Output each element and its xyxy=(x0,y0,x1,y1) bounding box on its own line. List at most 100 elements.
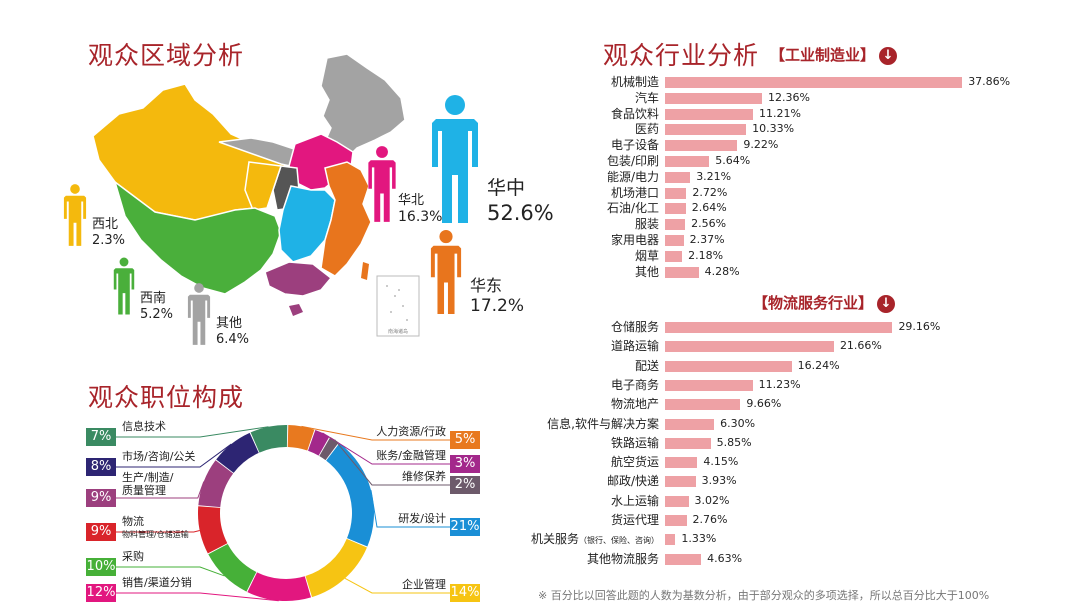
bar-value-label: 12.36% xyxy=(768,90,810,104)
bar xyxy=(665,156,710,167)
logistics-subtitle: 【物流服务行业】 ↓ xyxy=(753,292,896,313)
bar-category-label: 石油/化工 xyxy=(606,201,659,216)
map-region-northeast xyxy=(320,53,406,159)
bar xyxy=(665,250,683,262)
donut-category-label: 研发/设计 xyxy=(398,512,446,525)
bar-category-label: 信息,软件与解决方案 xyxy=(547,416,659,431)
donut-slice xyxy=(326,443,374,547)
bar-value-label: 1.33% xyxy=(681,532,717,546)
bar-category-label: 家用电器 xyxy=(610,233,659,247)
bar xyxy=(665,457,698,469)
donut-pct-badge: 12% xyxy=(86,584,116,602)
donut-category-label: 企业管理 xyxy=(402,578,446,591)
bar-value-label: 2.56% xyxy=(691,217,727,231)
donut-pct-badge: 10% xyxy=(86,558,116,576)
donut-label-line: 账务/金融管理 xyxy=(376,449,446,462)
bar-category-label: 机械制造 xyxy=(610,75,659,89)
donut-label-line: 人力资源/行政 xyxy=(376,425,446,438)
bar-category-label: 机场港口 xyxy=(610,185,659,200)
bar-category-note: （银行、保险、咨询） xyxy=(579,536,659,546)
donut-category-label: 物流 物料管理/仓储运输 xyxy=(122,515,189,541)
south-sea-islands xyxy=(386,285,408,321)
donut-pct-badge: 7% xyxy=(86,428,116,446)
donut-leader-line xyxy=(334,439,450,486)
bar xyxy=(665,553,702,565)
bar xyxy=(665,399,741,411)
donut-leader-line xyxy=(322,432,450,465)
bar-value-label: 2.37% xyxy=(689,233,725,246)
bar xyxy=(665,92,763,104)
map-region-hainan xyxy=(289,304,303,316)
bar xyxy=(665,437,711,449)
map-region-east xyxy=(320,161,372,277)
donut-slice xyxy=(216,432,259,473)
bar xyxy=(665,140,738,152)
manufacturing-subtitle: 【工业制造业】 ↓ xyxy=(770,44,898,65)
bar xyxy=(665,266,699,278)
bar-category-label: 烟草 xyxy=(634,248,659,263)
bar-value-label: 9.66% xyxy=(746,397,782,411)
region-label-huabei: 华北 16.3% xyxy=(398,193,442,225)
region-value: 52.6% xyxy=(487,201,554,225)
bar-category-label: 服装 xyxy=(634,217,659,232)
bar-category-label: 机关服务（银行、保险、咨询） xyxy=(459,531,659,549)
bar xyxy=(665,77,963,88)
bar xyxy=(665,379,753,391)
region-label-other: 其他 6.4% xyxy=(216,316,249,348)
donut-label-line: 销售/渠道分销 xyxy=(122,576,192,589)
bar-category-label: 仓储服务 xyxy=(610,320,659,334)
bar-category-label: 电子商务 xyxy=(610,377,659,392)
bar xyxy=(665,515,687,526)
donut-category-label: 采购 xyxy=(122,550,144,563)
region-name: 华东 xyxy=(470,276,503,295)
region-name: 西北 xyxy=(92,217,119,232)
china-map: 南海诸岛 xyxy=(92,53,420,337)
region-name: 华北 xyxy=(398,193,425,208)
south-sea-label: 南海诸岛 xyxy=(388,328,408,335)
donut-category-label: 销售/渠道分销 xyxy=(122,576,192,589)
bar-category-label: 包装/印刷 xyxy=(606,154,659,168)
bar-value-label: 21.66% xyxy=(839,339,882,353)
donut-pct-badge: 8% xyxy=(86,458,116,476)
bar-value-label: 5.64% xyxy=(715,154,751,167)
donut-label-line: 质量管理 xyxy=(122,484,166,497)
donut-leader-line xyxy=(116,529,200,533)
industry-title: 观众行业分析 xyxy=(603,41,760,70)
bar xyxy=(665,495,689,507)
person-icon-huabei xyxy=(368,146,396,222)
region-label-huazhong: 华中 52.6% xyxy=(487,176,554,226)
donut-slice xyxy=(305,538,367,598)
footnote: ※ 百分比以回答此题的人数为基数分析，由于部分观众的多项选择，所以总百分比大于1… xyxy=(538,589,990,602)
donut-slice xyxy=(308,430,330,456)
donut-label-line: 信息技术 xyxy=(122,420,166,433)
person-icon-huazhong xyxy=(432,95,478,223)
donut-leader-line xyxy=(301,425,450,441)
donut-slice xyxy=(208,543,257,592)
donut-slice xyxy=(287,425,315,451)
bar-category-label: 物流地产 xyxy=(610,397,659,412)
donut-pct-badge: 3% xyxy=(450,455,480,473)
position-title: 观众职位构成 xyxy=(88,383,245,412)
bar xyxy=(665,219,686,231)
bar-category-label: 电子设备 xyxy=(610,138,659,153)
donut-slice xyxy=(198,460,234,508)
donut-leader-line xyxy=(116,566,225,577)
donut-leader-line xyxy=(116,592,279,602)
bar-category-label: 医药 xyxy=(634,122,659,137)
region-label-xinan: 西南 5.2% xyxy=(140,291,173,323)
bar-category-label: 其他 xyxy=(634,264,659,279)
bar-value-label: 37.86% xyxy=(968,75,1011,88)
bar xyxy=(665,203,686,215)
bar-value-label: 4.63% xyxy=(707,551,743,565)
person-icon-other xyxy=(187,283,211,345)
donut-slice xyxy=(198,506,228,554)
donut-category-label: 生产/制造/质量管理 xyxy=(122,471,173,497)
bar-value-label: 6.30% xyxy=(720,416,756,430)
donut-label-line: 采购 xyxy=(122,550,144,563)
bar xyxy=(665,171,691,183)
donut-label-sub: 物料管理/仓储运输 xyxy=(122,530,189,539)
donut-category-label: 维修保养 xyxy=(402,470,446,483)
bar-category-label: 其他物流服务 xyxy=(586,551,659,566)
bar xyxy=(665,360,792,372)
